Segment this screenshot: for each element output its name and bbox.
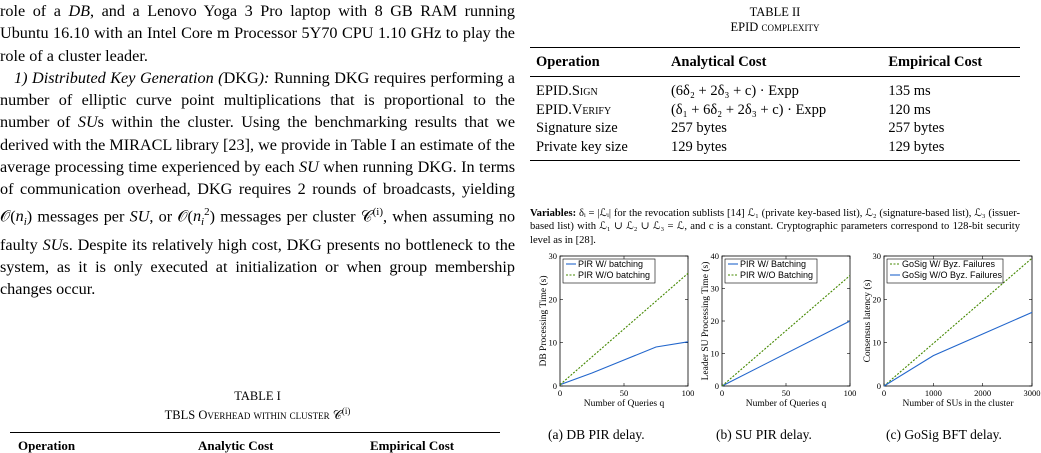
x-tick-label: 0 xyxy=(720,388,724,398)
figure-b: 0 10 20 30 40 0 50 100 Number of Queries q Leader… xyxy=(700,251,860,427)
paragraph-dkg: 1) Distributed Key Generation (DKG): Run… xyxy=(0,68,516,299)
y-tick-label: 10 xyxy=(711,349,720,359)
y-tick-label: 10 xyxy=(873,338,882,348)
legend-box xyxy=(886,258,1004,284)
x-tick-label: 0 xyxy=(558,388,562,398)
legend-label: PIR W/O Batching xyxy=(740,270,813,280)
table2-label: TABLE II xyxy=(749,5,801,19)
table1-header: Analytic Cost xyxy=(198,438,274,453)
x-tick-label: 1000 xyxy=(925,388,942,398)
y-tick-label: 30 xyxy=(549,251,558,261)
table1: Operation Analytic Cost Empirical Cost xyxy=(10,432,500,453)
y-axis-label: Leader SU Processing Time (s) xyxy=(700,262,711,381)
series-line xyxy=(883,257,1033,387)
legend-label: PIR W/ batching xyxy=(578,259,643,269)
chart-db-pir: 0 10 20 30 0 50 100 Number of Queries q DB Proce… xyxy=(538,251,695,409)
table-row: Signature size 257 bytes 257 bytes xyxy=(536,120,945,136)
table2: Operation Analytical Cost Empirical Cost… xyxy=(530,47,1020,161)
y-tick-label: 40 xyxy=(711,251,720,261)
table2-title: EPID complexity xyxy=(730,20,820,34)
series-line xyxy=(721,320,851,387)
table2-header: Analytical Cost xyxy=(670,54,767,70)
figure-caption-c: (c) GoSig BFT delay. xyxy=(886,427,1002,442)
plot-frame xyxy=(883,255,1033,387)
chart-su-pir: 0 10 20 30 40 0 50 100 Number of Queries q Leader… xyxy=(700,251,857,409)
y-tick-label: 20 xyxy=(549,294,558,304)
y-tick-label: 0 xyxy=(715,381,719,391)
series-line xyxy=(721,275,851,387)
table2-note: Variables: δᵢ = |ℒᵢ| for the revocation … xyxy=(530,208,1020,246)
table-row: EPID.Verify (δ₁ + 6δ₂ + 2δ₃ + c) · Expp … xyxy=(536,101,931,118)
left-column: role of a DB, and a Lenovo Yoga 3 Pro la… xyxy=(0,0,515,300)
legend-label: GoSig W/ Byz. Failures xyxy=(902,259,996,269)
x-axis-label: Number of SUs in the cluster xyxy=(902,398,1014,409)
figure-c: 0 10 20 30 0 1000 2000 3000 Number of SUs in the… xyxy=(862,251,1041,427)
table-row: EPID.Sign (6δ₂ + 2δ₃ + c) · Expp 135 ms xyxy=(530,76,1020,101)
figure-caption-b: (b) SU PIR delay. xyxy=(716,427,812,442)
section-heading: 1) Distributed Key Generation (DKG): xyxy=(14,68,270,87)
series-line xyxy=(883,311,1033,387)
legend-label: PIR W/O batching xyxy=(578,270,650,280)
table2-caption: TABLE II EPID complexity xyxy=(530,5,1020,35)
legend-label: PIR W/ Batching xyxy=(740,259,806,269)
x-axis-label: Number of Queries q xyxy=(584,398,665,409)
legend-box xyxy=(724,258,818,284)
table1-title: TBLS Overhead within cluster 𝒞(i) xyxy=(164,406,351,423)
x-tick-label: 50 xyxy=(620,388,629,398)
y-tick-label: 20 xyxy=(873,294,882,304)
x-tick-label: 0 xyxy=(882,388,886,398)
x-tick-label: 100 xyxy=(682,388,695,398)
table1-header: Empirical Cost xyxy=(370,438,455,453)
y-axis-label: Consensus latency (s) xyxy=(862,280,873,363)
x-tick-label: 2000 xyxy=(974,388,991,398)
legend-label: GoSig W/O Byz. Failures xyxy=(902,270,1003,280)
table1-header: Operation xyxy=(18,438,76,453)
y-tick-label: 30 xyxy=(711,284,720,294)
x-tick-label: 100 xyxy=(844,388,857,398)
y-tick-label: 10 xyxy=(549,338,558,348)
x-tick-label: 3000 xyxy=(1024,388,1041,398)
y-tick-label: 20 xyxy=(711,316,720,326)
table2-header: Empirical Cost xyxy=(888,54,983,70)
table1-label: TABLE I xyxy=(234,389,281,403)
y-tick-label: 0 xyxy=(553,381,557,391)
paragraph-setup: role of a DB, and a Lenovo Yoga 3 Pro la… xyxy=(0,2,515,65)
table1-caption: TABLE I TBLS Overhead within cluster 𝒞(i… xyxy=(0,389,515,423)
figure-a: 0 10 20 30 0 50 100 Number of Queries q DB Proce… xyxy=(538,251,698,427)
y-tick-label: 0 xyxy=(877,381,881,391)
figure-caption-a: (a) DB PIR delay. xyxy=(548,427,645,442)
y-axis-label: DB Processing Time (s) xyxy=(538,275,549,366)
x-axis-label: Number of Queries q xyxy=(746,398,827,409)
chart-gosig: 0 10 20 30 0 1000 2000 3000 Number of SUs in the… xyxy=(862,251,1041,409)
table-row: Private key size 129 bytes 129 bytes xyxy=(530,138,1020,161)
y-tick-label: 30 xyxy=(873,251,882,261)
series-line xyxy=(559,272,689,386)
series-line xyxy=(559,341,689,386)
table2-header: Operation xyxy=(536,54,600,70)
x-tick-label: 50 xyxy=(782,388,791,398)
legend-box xyxy=(562,258,656,284)
